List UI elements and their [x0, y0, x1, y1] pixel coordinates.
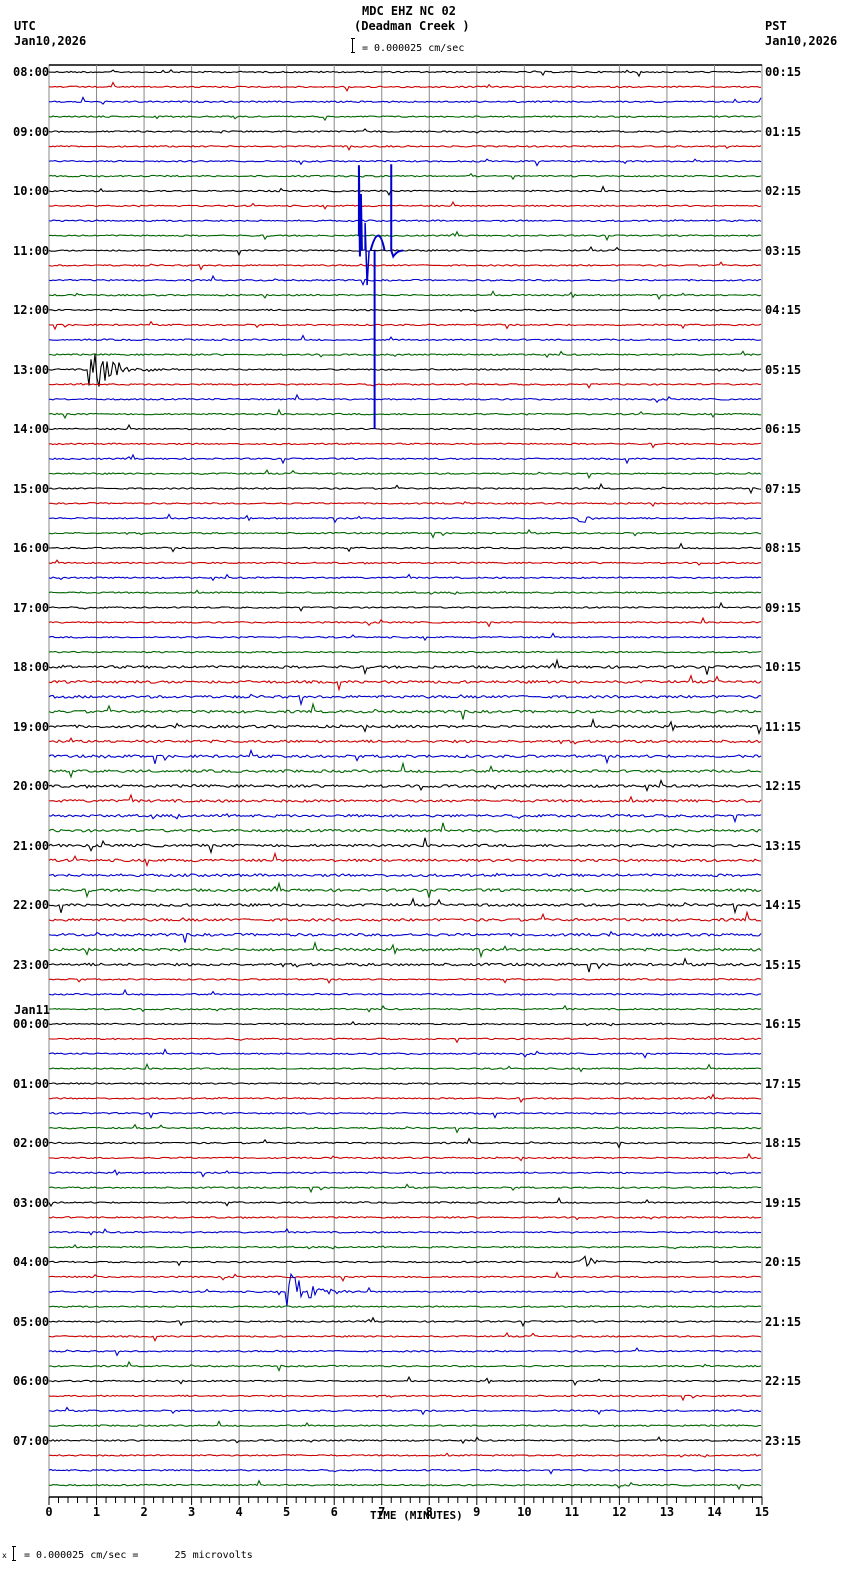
right-hour-label: 20:15 [765, 1255, 802, 1269]
right-hour-label: 09:15 [765, 600, 802, 615]
right-hour-label: 18:15 [765, 1136, 802, 1150]
station-location: (Deadman Creek ) [354, 19, 470, 33]
left-hour-label: 15:00 [13, 481, 50, 496]
right-date: Jan10,2026 [765, 34, 838, 48]
x-tick-label: 4 [236, 1505, 243, 1519]
right-hour-label: 13:15 [765, 838, 802, 853]
footer-scale-label: = 0.000025 cm/sec = 25 microvolts [24, 1550, 253, 1561]
left-hour-label: 00:00 [13, 1017, 50, 1031]
left-hour-label: 17:00 [13, 600, 50, 615]
right-hour-label: 03:15 [765, 243, 802, 258]
right-hour-label: 06:15 [765, 422, 802, 436]
right-hour-label: 05:15 [765, 362, 802, 377]
right-hour-label: 12:15 [765, 779, 802, 793]
right-timezone: PST [765, 19, 787, 33]
right-hour-label: 11:15 [765, 719, 802, 734]
right-hour-label: 04:15 [765, 303, 802, 317]
left-hour-label: 05:00 [13, 1314, 50, 1329]
x-tick-label: 9 [473, 1505, 480, 1519]
x-axis-label: TIME (MINUTES) [370, 1509, 463, 1522]
left-hour-label: 14:00 [13, 422, 50, 436]
left-timezone: UTC [14, 19, 36, 33]
scale-label: = 0.000025 cm/sec [362, 43, 465, 54]
x-tick-label: 13 [660, 1505, 674, 1519]
left-hour-label: 19:00 [13, 719, 50, 734]
x-tick-label: 1 [93, 1505, 100, 1519]
left-hour-label: 12:00 [13, 303, 50, 317]
left-hour-label: 04:00 [13, 1255, 50, 1269]
x-tick-label: 7 [378, 1505, 385, 1519]
right-hour-label: 08:15 [765, 541, 802, 555]
x-tick-label: 0 [45, 1505, 52, 1519]
right-hour-label: 21:15 [765, 1314, 802, 1329]
footer-scale-bar-icon [12, 1546, 16, 1561]
left-hour-label: 11:00 [13, 243, 50, 258]
x-tick-label: 10 [517, 1505, 531, 1519]
left-hour-label: 16:00 [13, 541, 50, 555]
right-hour-label: 15:15 [765, 957, 802, 972]
scale-bar-icon [351, 38, 355, 53]
right-hour-label: 22:15 [765, 1374, 802, 1388]
x-tick-label: 11 [565, 1505, 579, 1519]
left-date-change-label: Jan11 [14, 1003, 51, 1017]
footer-marker: x [2, 1551, 7, 1560]
left-hour-label: 10:00 [13, 184, 50, 198]
left-hour-label: 03:00 [13, 1195, 50, 1210]
right-hour-label: 10:15 [765, 660, 802, 674]
left-hour-label: 23:00 [13, 957, 50, 972]
right-hour-label: 02:15 [765, 184, 802, 198]
left-hour-label: 13:00 [13, 362, 50, 377]
left-date: Jan10,2026 [14, 34, 87, 48]
left-hour-label: 08:00 [13, 65, 50, 79]
right-hour-label: 01:15 [765, 124, 802, 139]
right-hour-label: 23:15 [765, 1433, 802, 1448]
x-tick-label: 2 [140, 1505, 147, 1519]
right-hour-label: 19:15 [765, 1195, 802, 1210]
right-hour-label: 16:15 [765, 1017, 802, 1031]
right-hour-label: 07:15 [765, 481, 802, 496]
x-tick-label: 8 [426, 1505, 433, 1519]
left-hour-label: 09:00 [13, 124, 50, 139]
left-hour-label: 21:00 [13, 838, 50, 853]
left-hour-label: 20:00 [13, 779, 50, 793]
left-hour-label: 07:00 [13, 1433, 50, 1448]
x-tick-label: 15 [755, 1505, 769, 1519]
x-tick-label: 5 [283, 1505, 290, 1519]
station-title: MDC EHZ NC 02 [362, 4, 456, 18]
x-tick-label: 14 [707, 1505, 721, 1519]
x-tick-label: 3 [188, 1505, 195, 1519]
right-hour-label: 17:15 [765, 1076, 802, 1091]
left-hour-label: 18:00 [13, 660, 50, 674]
x-tick-label: 6 [331, 1505, 338, 1519]
left-hour-label: 01:00 [13, 1076, 50, 1091]
left-hour-label: 22:00 [13, 898, 50, 912]
x-tick-label: 12 [612, 1505, 626, 1519]
left-hour-label: 06:00 [13, 1374, 50, 1388]
left-hour-label: 02:00 [13, 1136, 50, 1150]
right-hour-label: 00:15 [765, 65, 802, 79]
right-hour-label: 14:15 [765, 898, 802, 912]
